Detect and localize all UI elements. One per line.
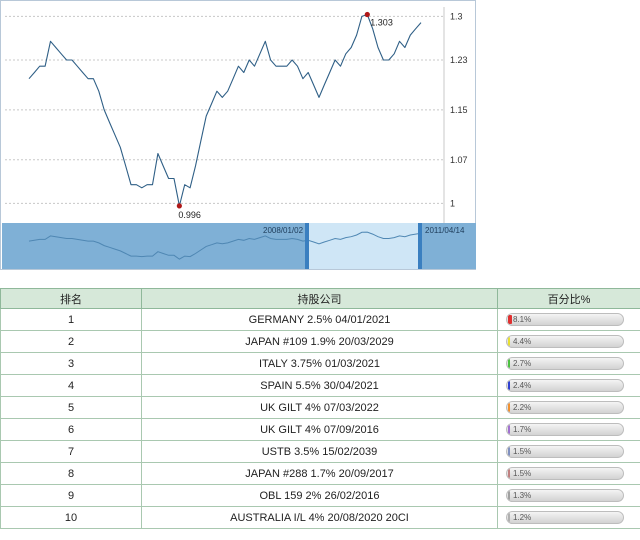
price-chart: 1 1.07 1.15 1.23 1.3 1.303 0.996 2008/01/02 2011… bbox=[0, 0, 476, 270]
rank-cell: 4 bbox=[0, 374, 142, 397]
percent-bar-fill bbox=[508, 359, 510, 368]
y-tick-label: 1.3 bbox=[450, 11, 463, 21]
percent-bar: 8.1% bbox=[506, 313, 624, 326]
rank-cell: 3 bbox=[0, 352, 142, 375]
series-line bbox=[28, 13, 422, 207]
navigator-right-handle bbox=[418, 223, 422, 269]
table-row: 10 AUSTRALIA I/L 4% 20/08/2020 20CI 1.2% bbox=[0, 506, 640, 529]
percent-bar-fill bbox=[508, 447, 510, 456]
percent-label: 8.1% bbox=[513, 315, 532, 324]
percent-bar: 2.4% bbox=[506, 379, 624, 392]
table-row: 9 OBL 159 2% 26/02/2016 1.3% bbox=[0, 484, 640, 507]
percent-bar: 2.2% bbox=[506, 401, 624, 414]
percent-label: 1.5% bbox=[513, 469, 532, 478]
percent-label: 1.7% bbox=[513, 425, 532, 434]
table-row: 5 UK GILT 4% 07/03/2022 2.2% bbox=[0, 396, 640, 419]
min-value-label: 0.996 bbox=[178, 210, 201, 220]
y-tick-label: 1 bbox=[450, 198, 455, 208]
table-row: 4 SPAIN 5.5% 30/04/2021 2.4% bbox=[0, 374, 640, 397]
max-value-label: 1.303 bbox=[370, 17, 393, 27]
percent-label: 1.3% bbox=[513, 491, 532, 500]
company-cell: JAPAN #109 1.9% 20/03/2029 bbox=[141, 330, 498, 353]
percent-cell: 1.7% bbox=[497, 418, 640, 441]
rank-cell: 5 bbox=[0, 396, 142, 419]
company-cell: SPAIN 5.5% 30/04/2021 bbox=[141, 374, 498, 397]
percent-bar-fill bbox=[508, 425, 510, 434]
header-percent[interactable]: 百分比% bbox=[497, 288, 640, 309]
percent-bar: 4.4% bbox=[506, 335, 624, 348]
company-cell: JAPAN #288 1.7% 20/09/2017 bbox=[141, 462, 498, 485]
y-tick-label: 1.15 bbox=[450, 105, 468, 115]
navigator-left-handle bbox=[305, 223, 309, 269]
percent-cell: 2.7% bbox=[497, 352, 640, 375]
percent-bar: 1.5% bbox=[506, 445, 624, 458]
percent-bar: 2.7% bbox=[506, 357, 624, 370]
percent-cell: 8.1% bbox=[497, 308, 640, 331]
percent-bar: 1.3% bbox=[506, 489, 624, 502]
percent-cell: 1.5% bbox=[497, 440, 640, 463]
navigator-start-label: 2008/01/02 bbox=[263, 226, 304, 235]
company-cell: USTB 3.5% 15/02/2039 bbox=[141, 440, 498, 463]
percent-bar-fill bbox=[508, 513, 510, 522]
percent-cell: 4.4% bbox=[497, 330, 640, 353]
company-cell: ITALY 3.75% 01/03/2021 bbox=[141, 352, 498, 375]
percent-bar: 1.2% bbox=[506, 511, 624, 524]
percent-bar-fill bbox=[508, 491, 510, 500]
percent-bar-fill bbox=[508, 469, 510, 478]
company-cell: OBL 159 2% 26/02/2016 bbox=[141, 484, 498, 507]
table-row: 1 GERMANY 2.5% 04/01/2021 8.1% bbox=[0, 308, 640, 331]
rank-cell: 8 bbox=[0, 462, 142, 485]
percent-cell: 2.4% bbox=[497, 374, 640, 397]
percent-label: 2.7% bbox=[513, 359, 532, 368]
percent-bar-fill bbox=[508, 315, 512, 324]
rank-cell: 7 bbox=[0, 440, 142, 463]
company-cell: GERMANY 2.5% 04/01/2021 bbox=[141, 308, 498, 331]
navigator-selection bbox=[308, 223, 420, 269]
navigator-end-label: 2011/04/14 bbox=[425, 226, 465, 235]
rank-cell: 10 bbox=[0, 506, 142, 529]
table-row: 6 UK GILT 4% 07/09/2016 1.7% bbox=[0, 418, 640, 441]
table-row: 8 JAPAN #288 1.7% 20/09/2017 1.5% bbox=[0, 462, 640, 485]
rank-cell: 2 bbox=[0, 330, 142, 353]
percent-cell: 2.2% bbox=[497, 396, 640, 419]
min-marker bbox=[176, 203, 182, 209]
price-chart-svg: 1 1.07 1.15 1.23 1.3 1.303 0.996 2008/01/02 2011… bbox=[2, 7, 476, 269]
holdings-body: 1 GERMANY 2.5% 04/01/2021 8.1% 2 JAPAN #109 … bbox=[0, 308, 640, 529]
percent-label: 2.2% bbox=[513, 403, 532, 412]
holdings-table: 排名 持股公司 百分比% 1 GERMANY 2.5% 04/01/2021 8.1… bbox=[0, 288, 640, 529]
percent-cell: 1.3% bbox=[497, 484, 640, 507]
company-cell: UK GILT 4% 07/03/2022 bbox=[141, 396, 498, 419]
company-cell: AUSTRALIA I/L 4% 20/08/2020 20CI bbox=[141, 506, 498, 529]
percent-bar: 1.7% bbox=[506, 423, 624, 436]
rank-cell: 9 bbox=[0, 484, 142, 507]
header-rank[interactable]: 排名 bbox=[0, 288, 142, 309]
y-tick-label: 1.23 bbox=[450, 55, 468, 65]
rank-cell: 1 bbox=[0, 308, 142, 331]
percent-bar: 1.5% bbox=[506, 467, 624, 480]
percent-bar-fill bbox=[508, 381, 510, 390]
y-tick-label: 1.07 bbox=[450, 155, 468, 165]
percent-cell: 1.5% bbox=[497, 462, 640, 485]
table-header-row: 排名 持股公司 百分比% bbox=[0, 288, 640, 309]
percent-label: 2.4% bbox=[513, 381, 532, 390]
max-marker bbox=[364, 11, 370, 18]
percent-label: 4.4% bbox=[513, 337, 532, 346]
table-row: 3 ITALY 3.75% 01/03/2021 2.7% bbox=[0, 352, 640, 375]
table-row: 7 USTB 3.5% 15/02/2039 1.5% bbox=[0, 440, 640, 463]
percent-cell: 1.2% bbox=[497, 506, 640, 529]
percent-bar-fill bbox=[508, 403, 510, 412]
percent-label: 1.5% bbox=[513, 447, 532, 456]
table-row: 2 JAPAN #109 1.9% 20/03/2029 4.4% bbox=[0, 330, 640, 353]
navigator-series-line bbox=[28, 231, 422, 260]
percent-label: 1.2% bbox=[513, 513, 532, 522]
percent-bar-fill bbox=[508, 337, 510, 346]
rank-cell: 6 bbox=[0, 418, 142, 441]
header-company[interactable]: 持股公司 bbox=[141, 288, 498, 309]
company-cell: UK GILT 4% 07/09/2016 bbox=[141, 418, 498, 441]
